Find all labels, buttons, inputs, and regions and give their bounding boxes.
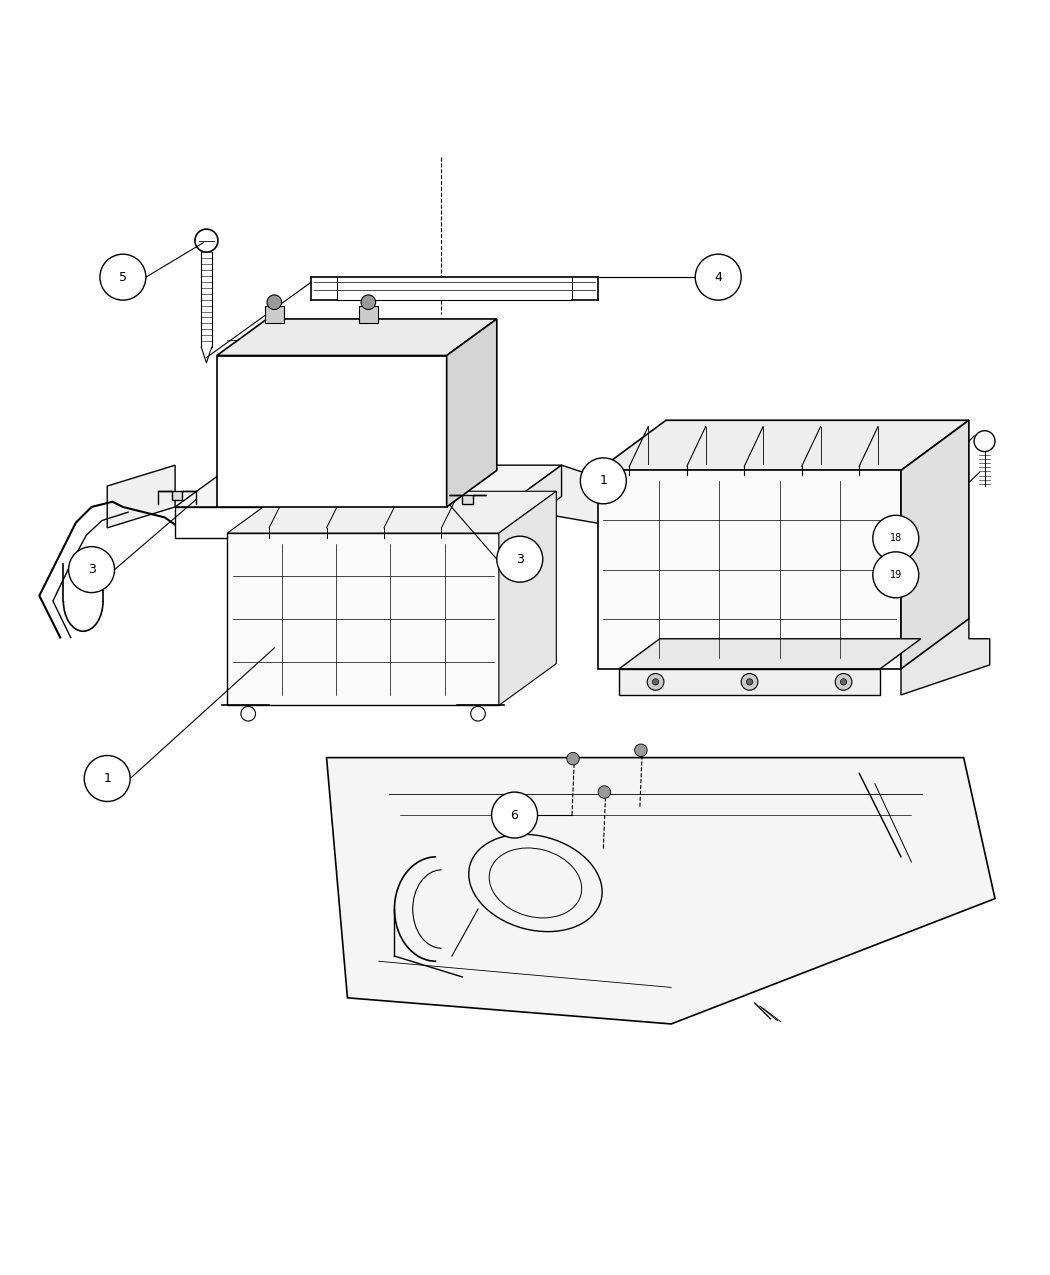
Polygon shape [504, 465, 624, 528]
Circle shape [835, 673, 852, 690]
Circle shape [267, 295, 281, 310]
Circle shape [84, 756, 130, 802]
Text: 4: 4 [714, 270, 722, 283]
Polygon shape [901, 421, 969, 669]
Circle shape [598, 785, 611, 798]
Text: 1: 1 [103, 771, 111, 785]
Polygon shape [448, 496, 486, 504]
Bar [359, 306, 378, 323]
Polygon shape [446, 319, 497, 507]
Circle shape [741, 673, 758, 690]
Polygon shape [598, 470, 901, 669]
Text: 6: 6 [510, 808, 519, 821]
Polygon shape [175, 507, 504, 538]
Circle shape [567, 752, 580, 765]
Polygon shape [228, 491, 556, 533]
Circle shape [361, 295, 376, 310]
Polygon shape [901, 470, 990, 695]
Text: 5: 5 [119, 270, 127, 283]
Text: 1: 1 [600, 474, 607, 487]
Polygon shape [598, 421, 969, 470]
Polygon shape [159, 491, 196, 500]
Polygon shape [620, 669, 880, 695]
Text: 3: 3 [516, 552, 524, 566]
Text: 19: 19 [889, 570, 902, 580]
Circle shape [747, 678, 753, 685]
Circle shape [634, 745, 647, 756]
Circle shape [873, 552, 919, 598]
Polygon shape [217, 356, 446, 507]
Polygon shape [620, 639, 921, 669]
Circle shape [873, 515, 919, 561]
Polygon shape [228, 533, 499, 705]
Polygon shape [327, 757, 995, 1024]
Polygon shape [499, 491, 556, 705]
Circle shape [695, 254, 741, 300]
Polygon shape [504, 465, 562, 538]
Circle shape [100, 254, 146, 300]
Circle shape [840, 678, 846, 685]
Circle shape [652, 678, 658, 685]
Polygon shape [217, 319, 497, 356]
Circle shape [497, 537, 543, 583]
Text: 18: 18 [889, 533, 902, 543]
Circle shape [491, 792, 538, 838]
Circle shape [581, 458, 626, 504]
Circle shape [647, 673, 664, 690]
Polygon shape [175, 465, 562, 507]
Bar [265, 306, 284, 323]
Polygon shape [107, 465, 175, 528]
Text: 3: 3 [87, 564, 96, 576]
Circle shape [68, 547, 114, 593]
